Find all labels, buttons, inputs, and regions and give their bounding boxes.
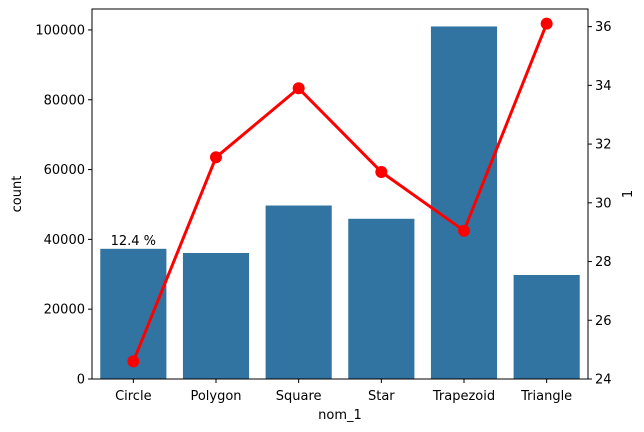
bar-trapezoid [430, 26, 498, 380]
plot-frame [91, 8, 589, 380]
line-point-star [375, 165, 388, 178]
bar-square [265, 205, 332, 379]
x-tick-label: Square [276, 389, 322, 404]
line-point-square [292, 82, 305, 95]
line-series [131, 23, 549, 362]
x-tick-label: Star [368, 389, 395, 404]
line-layer [127, 17, 553, 368]
y2-axis-title: 1 [621, 190, 636, 198]
y2-tick-label: 24 [595, 373, 612, 388]
y-tick-label: 20000 [44, 303, 85, 318]
y-tick-label: 100000 [35, 23, 85, 38]
x-tick-label: Circle [115, 389, 152, 404]
line-point-circle [127, 355, 140, 368]
y2-tick-label: 32 [595, 138, 612, 153]
line-point-trapezoid [458, 224, 470, 237]
bar-star [348, 218, 415, 379]
axes-layer: 0 20000 40000 60000 80000 100000 24 26 28 30 32 34 3… [35, 8, 612, 404]
bars-layer: 12.4 % [100, 26, 580, 380]
y-tick-label: 40000 [44, 233, 85, 248]
x-tick-label: Trapezoid [432, 389, 495, 404]
bar-polygon [182, 252, 250, 379]
x-tick-label: Polygon [190, 389, 241, 404]
y2-tick-label: 30 [595, 196, 612, 211]
y2-tick-label: 28 [595, 255, 612, 270]
x-axis-title: nom_1 [318, 408, 362, 423]
y2-tick-label: 34 [595, 79, 612, 94]
y2-tick-label: 36 [595, 20, 612, 35]
line-point-polygon [210, 151, 222, 164]
y-tick-label: 60000 [44, 163, 85, 178]
y2-tick-label: 26 [595, 314, 612, 329]
x-tick-label: Triangle [520, 389, 572, 404]
bar-annotation: 12.4 % [111, 234, 156, 249]
y-tick-label: 80000 [44, 93, 85, 108]
y-axis-title: count [10, 176, 25, 213]
bar-triangle [513, 274, 580, 379]
y-tick-label: 0 [77, 373, 85, 388]
line-point-triangle [540, 17, 553, 30]
